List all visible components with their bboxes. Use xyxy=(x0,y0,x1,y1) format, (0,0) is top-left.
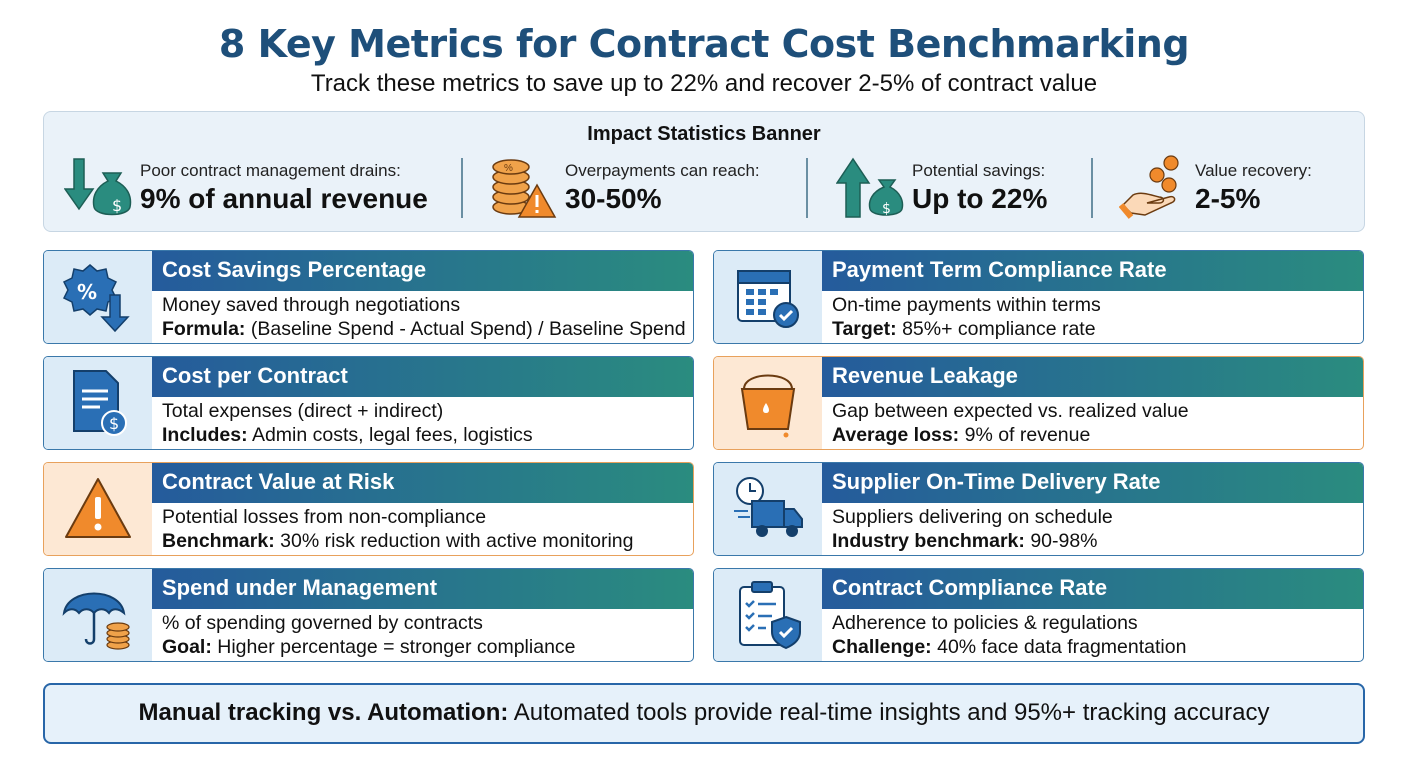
metric-description: Adherence to policies & regulations xyxy=(832,612,1138,634)
metric-title: Spend under Management xyxy=(152,569,693,609)
stat-label: Overpayments can reach: xyxy=(565,161,760,180)
metric-key: Goal: xyxy=(162,636,212,658)
metric-card-supplier-delivery: Supplier On-Time Delivery Rate Suppliers… xyxy=(713,462,1364,556)
stat-label: Value recovery: xyxy=(1195,161,1312,180)
coins-warning-icon: % xyxy=(492,159,557,218)
metric-detail: (Baseline Spend - Actual Spend) / Baseli… xyxy=(250,318,686,340)
metric-description: % of spending governed by contracts xyxy=(162,612,483,634)
automation-callout: Manual tracking vs. Automation: Automate… xyxy=(43,683,1365,744)
divider xyxy=(1091,158,1093,218)
divider xyxy=(461,158,463,218)
metric-title: Revenue Leakage xyxy=(822,357,1363,397)
svg-text:%: % xyxy=(504,163,513,174)
metric-title: Supplier On-Time Delivery Rate xyxy=(822,463,1363,503)
metric-key: Includes: xyxy=(162,424,248,446)
metric-title: Contract Compliance Rate xyxy=(822,569,1363,609)
metric-card-contract-compliance: Contract Compliance Rate Adherence to po… xyxy=(713,568,1364,662)
down-arrow-money-bag-icon: $ xyxy=(64,158,132,216)
page-subtitle: Track these metrics to save up to 22% an… xyxy=(310,70,1098,97)
stat-label: Poor contract management drains: xyxy=(140,161,401,180)
svg-text:%: % xyxy=(77,280,97,304)
metric-detail: 30% risk reduction with active monitorin… xyxy=(280,530,634,552)
metric-card-payment-term-compliance: Payment Term Compliance Rate On-time pay… xyxy=(713,250,1364,344)
metric-card-cost-per-contract: $ Cost per Contract Total expenses (dire… xyxy=(43,356,694,450)
delivery-truck-clock-icon xyxy=(734,477,803,537)
umbrella-coins-icon xyxy=(62,592,130,650)
clipboard-shield-icon xyxy=(739,581,801,650)
stat-value: 9% of annual revenue xyxy=(140,183,428,214)
metric-description: Suppliers delivering on schedule xyxy=(832,506,1113,528)
metric-key: Average loss: xyxy=(832,424,960,446)
stat-value: 2-5% xyxy=(1195,183,1261,214)
stat-overpayments: % Overpayments can reach: 30-50% xyxy=(489,156,760,220)
stat-label: Potential savings: xyxy=(912,161,1046,180)
metric-key: Benchmark: xyxy=(162,530,275,552)
metric-title: Payment Term Compliance Rate xyxy=(822,251,1363,291)
metric-description: Potential losses from non-compliance xyxy=(162,506,487,528)
divider xyxy=(806,158,808,218)
stat-value: 30-50% xyxy=(565,183,662,214)
callout-key: Manual tracking vs. Automation: xyxy=(138,699,509,726)
svg-text:$: $ xyxy=(112,196,122,215)
page-title: 8 Key Metrics for Contract Cost Benchmar… xyxy=(218,22,1190,66)
metric-description: Gap between expected vs. realized value xyxy=(832,400,1189,422)
stat-value: Up to 22% xyxy=(912,183,1048,214)
metric-description: Money saved through negotiations xyxy=(162,294,461,316)
up-arrow-money-bag-icon: $ xyxy=(836,157,904,218)
svg-text:$: $ xyxy=(882,201,891,217)
metric-detail: 9% of revenue xyxy=(964,424,1091,446)
impact-statistics-banner: Impact Statistics Banner $ Poor contract… xyxy=(43,111,1365,232)
banner-title: Impact Statistics Banner xyxy=(587,123,821,145)
metric-card-spend-under-management: Spend under Management % of spending gov… xyxy=(43,568,694,662)
metric-key: Target: xyxy=(832,318,897,340)
metric-detail: 85%+ compliance rate xyxy=(902,318,1096,340)
metric-detail: 90-98% xyxy=(1030,530,1098,552)
stat-revenue-drain: $ Poor contract management drains: 9% of … xyxy=(64,156,428,220)
metric-title: Contract Value at Risk xyxy=(152,463,693,503)
metric-key: Challenge: xyxy=(832,636,932,658)
hand-coins-icon xyxy=(1119,155,1179,219)
stat-potential-savings: $ Potential savings: Up to 22% xyxy=(836,156,1047,220)
document-dollar-icon: $ xyxy=(73,370,127,436)
calendar-check-icon xyxy=(737,270,799,328)
percent-badge-down-arrow-icon: % xyxy=(62,264,130,333)
svg-text:$: $ xyxy=(109,414,119,433)
metric-title: Cost per Contract xyxy=(152,357,693,397)
stat-value-recovery: Value recovery: 2-5% xyxy=(1119,155,1312,220)
metric-description: On-time payments within terms xyxy=(832,294,1101,316)
metric-detail: Higher percentage = stronger compliance xyxy=(217,636,576,658)
metric-card-revenue-leakage: Revenue Leakage Gap between expected vs.… xyxy=(713,356,1364,450)
metric-key: Formula: xyxy=(162,318,246,340)
callout-text: Automated tools provide real-time insigh… xyxy=(513,699,1270,726)
metric-card-cost-savings: % Cost Savings Percentage Money saved th… xyxy=(43,250,694,344)
leaking-bucket-icon xyxy=(740,374,796,438)
metric-key: Industry benchmark: xyxy=(832,530,1025,552)
metric-detail: Admin costs, legal fees, logistics xyxy=(251,424,533,446)
warning-triangle-icon xyxy=(65,478,131,538)
metric-detail: 40% face data fragmentation xyxy=(937,636,1187,658)
metric-description: Total expenses (direct + indirect) xyxy=(162,400,444,422)
metric-title: Cost Savings Percentage xyxy=(152,251,693,291)
metric-card-contract-value-at-risk: Contract Value at Risk Potential losses … xyxy=(43,462,694,556)
